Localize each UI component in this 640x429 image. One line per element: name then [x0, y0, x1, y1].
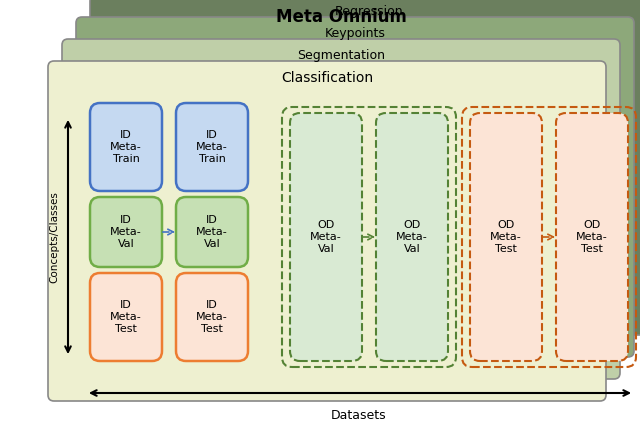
FancyBboxPatch shape: [470, 113, 542, 361]
FancyBboxPatch shape: [176, 103, 248, 191]
FancyBboxPatch shape: [76, 17, 634, 357]
FancyBboxPatch shape: [62, 39, 620, 379]
FancyBboxPatch shape: [290, 113, 362, 361]
FancyBboxPatch shape: [556, 113, 628, 361]
Text: OD
Meta-
Test: OD Meta- Test: [490, 221, 522, 254]
FancyBboxPatch shape: [90, 103, 162, 191]
FancyBboxPatch shape: [90, 197, 162, 267]
Text: ID
Meta-
Val: ID Meta- Val: [110, 215, 142, 248]
FancyBboxPatch shape: [176, 273, 248, 361]
Text: OD
Meta-
Val: OD Meta- Val: [396, 221, 428, 254]
Text: Concepts/Classes: Concepts/Classes: [49, 191, 59, 283]
Text: ID
Meta-
Test: ID Meta- Test: [110, 300, 142, 334]
Text: ID
Meta-
Val: ID Meta- Val: [196, 215, 228, 248]
Text: ID
Meta-
Test: ID Meta- Test: [196, 300, 228, 334]
FancyBboxPatch shape: [90, 0, 640, 335]
FancyBboxPatch shape: [376, 113, 448, 361]
FancyBboxPatch shape: [176, 197, 248, 267]
FancyBboxPatch shape: [90, 273, 162, 361]
Text: Classification: Classification: [281, 71, 373, 85]
Text: Keypoints: Keypoints: [324, 27, 385, 40]
Text: Regression: Regression: [335, 5, 403, 18]
Text: ID
Meta-
Train: ID Meta- Train: [110, 130, 142, 163]
FancyBboxPatch shape: [48, 61, 606, 401]
Text: OD
Meta-
Val: OD Meta- Val: [310, 221, 342, 254]
Text: Datasets: Datasets: [331, 409, 387, 422]
Text: Meta Omnium: Meta Omnium: [276, 8, 406, 26]
Text: ID
Meta-
Train: ID Meta- Train: [196, 130, 228, 163]
Text: OD
Meta-
Test: OD Meta- Test: [576, 221, 608, 254]
Text: Segmentation: Segmentation: [297, 49, 385, 62]
